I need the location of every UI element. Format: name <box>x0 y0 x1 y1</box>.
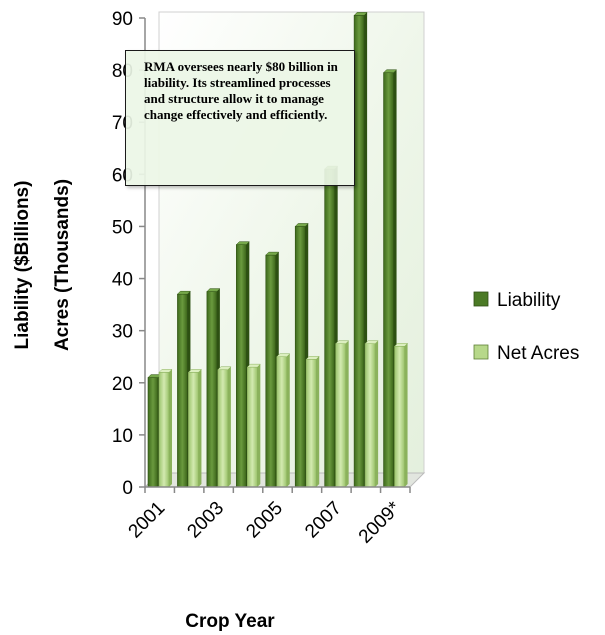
bar-front <box>394 345 405 488</box>
x-tick-label: 2005 <box>242 498 287 543</box>
bar-net-acres-2005 <box>276 353 291 488</box>
bar-side <box>227 366 231 487</box>
y-tick-label: 50 <box>112 217 133 238</box>
bar-side <box>257 364 261 487</box>
bar-front <box>236 244 247 488</box>
bar-front <box>364 343 376 488</box>
bar-net-acres-2004 <box>246 363 261 488</box>
bar-net-acres-2006 <box>305 356 320 488</box>
bar-front <box>276 356 288 488</box>
bar-front <box>324 168 335 488</box>
bar-net-acres-2001 <box>158 369 173 488</box>
y-axis-title-line1: Liability ($Billions) <box>12 181 33 350</box>
bars-group <box>147 12 409 488</box>
bar-front <box>247 366 258 488</box>
legend-label-net-acres: Net Acres <box>497 343 579 364</box>
bar-side <box>404 343 408 487</box>
bar-front <box>383 72 394 488</box>
bar-front <box>294 226 306 488</box>
legend-label-liability: Liability <box>497 290 561 311</box>
bar-front <box>147 377 159 488</box>
bar-net-acres-2008 <box>364 340 379 488</box>
x-axis-title: Crop Year <box>185 611 275 632</box>
bar-front <box>188 372 199 488</box>
y-tick-label: 40 <box>112 270 133 291</box>
y-tick-label: 0 <box>122 478 133 499</box>
legend-swatch-net-acres <box>473 344 489 360</box>
bar-front <box>335 343 346 488</box>
legend-swatch-liability <box>473 291 489 307</box>
x-tick-label: 2001 <box>125 498 170 543</box>
x-tick-label: 2009* <box>355 497 405 547</box>
y-tick-label: 90 <box>112 9 133 30</box>
bar-side <box>169 369 172 487</box>
bar-net-acres-2007 <box>335 340 350 488</box>
bar-front <box>206 291 218 488</box>
y-tick-label: 10 <box>112 426 133 447</box>
x-tick-labels: 2001 2003 2005 2007 2009* <box>125 487 411 548</box>
bar-net-acres-2003 <box>217 366 232 488</box>
y-axis-title-line2: Acres (Thousands) <box>52 179 73 351</box>
legend: Liability Net Acres <box>473 290 579 364</box>
y-axis-title: Liability ($Billions) Acres (Thousands) <box>12 179 73 351</box>
y-tick-label: 30 <box>112 322 133 343</box>
bar-side <box>375 340 379 487</box>
bar-side <box>316 356 320 487</box>
x-tick-label: 2003 <box>183 498 228 543</box>
x-tick-label: 2007 <box>301 498 346 543</box>
bar-front <box>353 15 365 488</box>
bar-front <box>158 372 170 488</box>
bar-net-acres-2009* <box>393 343 409 488</box>
annotation-callout: RMA oversees nearly $80 billion in liabi… <box>125 50 355 186</box>
bar-front <box>217 369 229 488</box>
bar-side <box>286 353 290 487</box>
bar-front <box>305 359 317 488</box>
bar-side <box>345 340 349 487</box>
y-tick-label: 20 <box>112 374 133 395</box>
bar-side <box>198 369 202 487</box>
bar-net-acres-2002 <box>187 369 203 488</box>
bar-front <box>177 293 188 488</box>
bar-front <box>265 254 277 488</box>
